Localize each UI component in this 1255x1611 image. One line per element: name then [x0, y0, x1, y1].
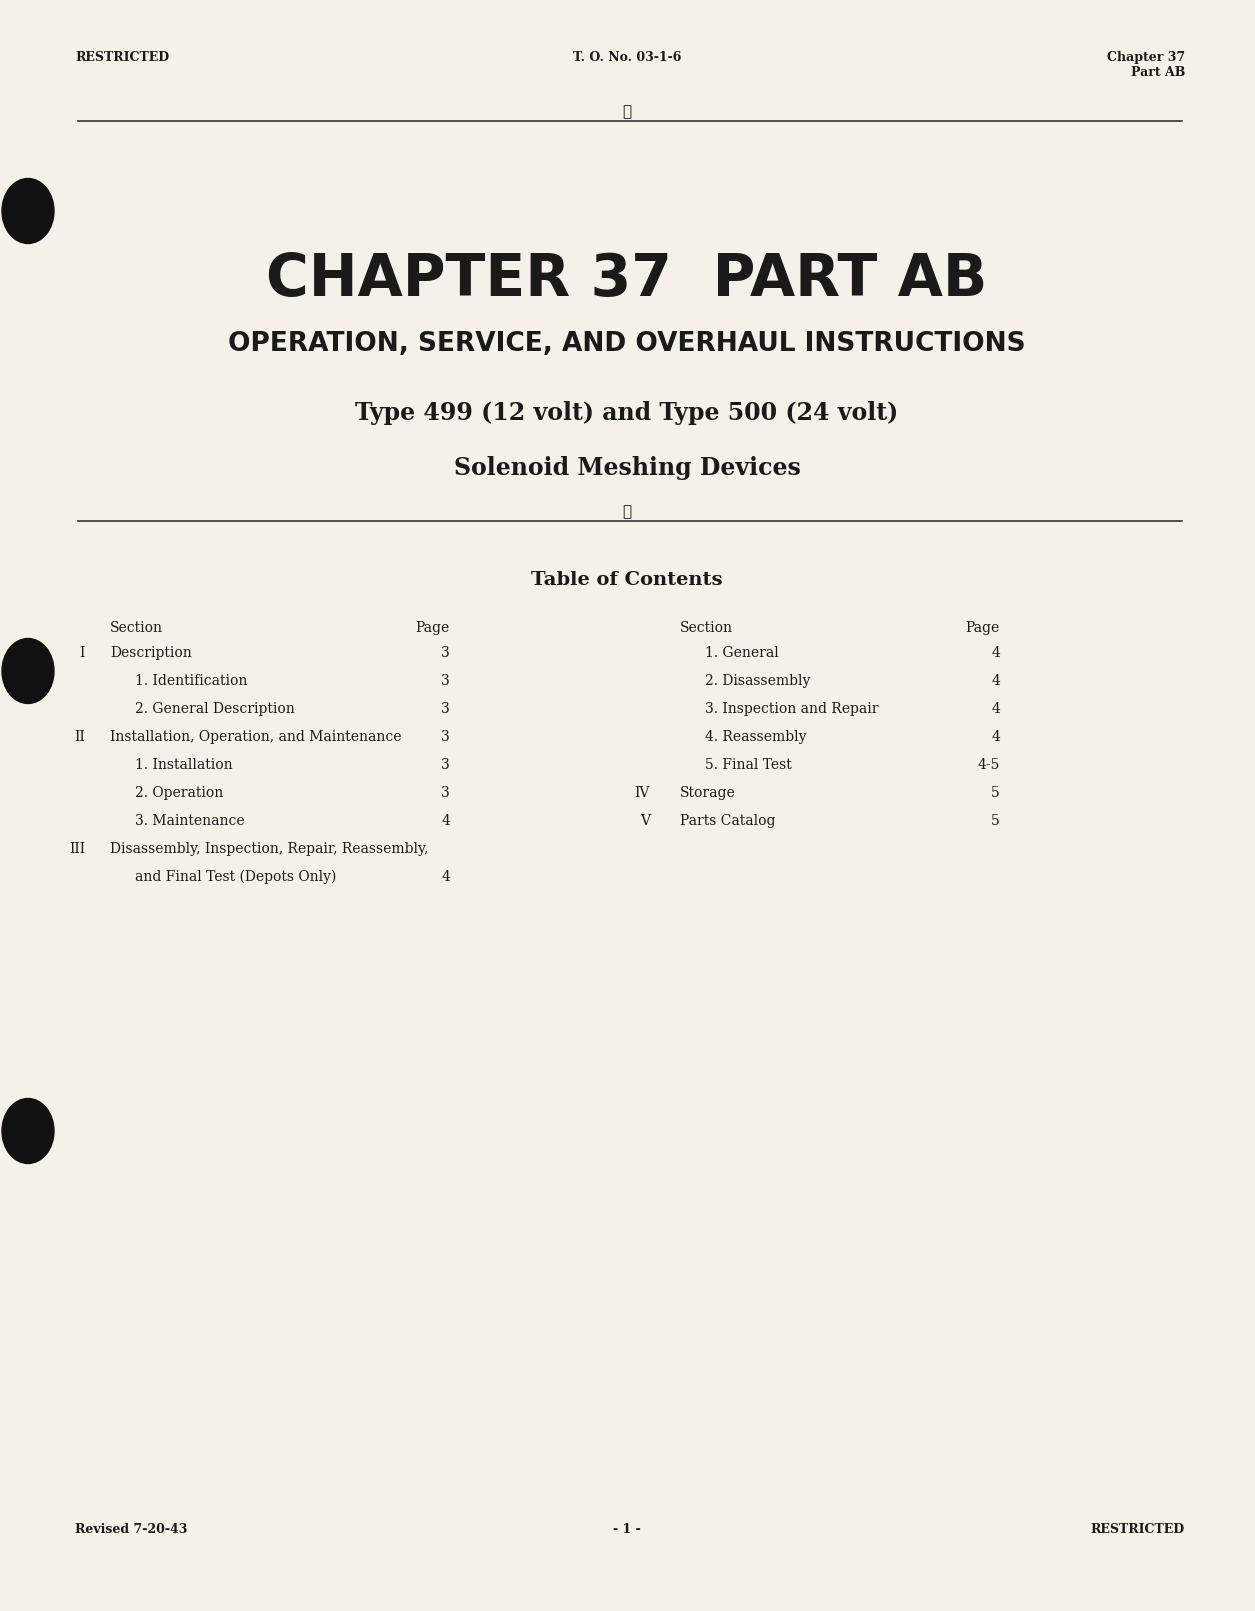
- Text: RESTRICTED: RESTRICTED: [75, 52, 169, 64]
- Text: 3. Inspection and Repair: 3. Inspection and Repair: [705, 702, 878, 715]
- Text: CHAPTER 37  PART AB: CHAPTER 37 PART AB: [266, 251, 988, 308]
- Text: Table of Contents: Table of Contents: [531, 570, 723, 590]
- Text: Disassembly, Inspection, Repair, Reassembly,: Disassembly, Inspection, Repair, Reassem…: [110, 843, 428, 855]
- Text: Part AB: Part AB: [1131, 66, 1185, 79]
- Ellipse shape: [3, 179, 54, 243]
- Text: Parts Catalog: Parts Catalog: [680, 814, 776, 828]
- Text: - 1 -: - 1 -: [614, 1522, 641, 1535]
- Text: 4-5: 4-5: [978, 759, 1000, 772]
- Text: Type 499 (12 volt) and Type 500 (24 volt): Type 499 (12 volt) and Type 500 (24 volt…: [355, 401, 899, 425]
- Text: 1. General: 1. General: [705, 646, 779, 661]
- Text: 3: 3: [442, 759, 451, 772]
- Text: T. O. No. 03-1-6: T. O. No. 03-1-6: [572, 52, 681, 64]
- Text: ★: ★: [622, 105, 631, 119]
- Text: 5. Final Test: 5. Final Test: [705, 759, 792, 772]
- Text: 5: 5: [991, 814, 1000, 828]
- Text: RESTRICTED: RESTRICTED: [1091, 1522, 1185, 1535]
- Text: 4: 4: [991, 730, 1000, 744]
- Text: Solenoid Meshing Devices: Solenoid Meshing Devices: [453, 456, 801, 480]
- Text: 3: 3: [442, 702, 451, 715]
- Text: 1. Installation: 1. Installation: [136, 759, 232, 772]
- Text: 4: 4: [441, 870, 451, 884]
- Text: 5: 5: [991, 786, 1000, 801]
- Text: 3: 3: [442, 673, 451, 688]
- Text: ★: ★: [622, 504, 631, 519]
- Text: Storage: Storage: [680, 786, 735, 801]
- Text: III: III: [69, 843, 85, 855]
- Text: 4: 4: [441, 814, 451, 828]
- Text: IV: IV: [635, 786, 650, 801]
- Text: 3: 3: [442, 786, 451, 801]
- Ellipse shape: [3, 638, 54, 704]
- Text: 2. Operation: 2. Operation: [136, 786, 223, 801]
- Text: 3: 3: [442, 646, 451, 661]
- Text: Page: Page: [415, 620, 451, 635]
- Text: II: II: [74, 730, 85, 744]
- Text: 2. General Description: 2. General Description: [136, 702, 295, 715]
- Text: 4: 4: [991, 702, 1000, 715]
- Text: Section: Section: [110, 620, 163, 635]
- Text: Description: Description: [110, 646, 192, 661]
- Ellipse shape: [3, 1099, 54, 1163]
- Text: OPERATION, SERVICE, AND OVERHAUL INSTRUCTIONS: OPERATION, SERVICE, AND OVERHAUL INSTRUC…: [228, 330, 1025, 358]
- Text: Page: Page: [966, 620, 1000, 635]
- Text: Revised 7-20-43: Revised 7-20-43: [75, 1522, 187, 1535]
- Text: 4. Reassembly: 4. Reassembly: [705, 730, 807, 744]
- Text: 3: 3: [442, 730, 451, 744]
- Text: V: V: [640, 814, 650, 828]
- Text: Section: Section: [680, 620, 733, 635]
- Text: Installation, Operation, and Maintenance: Installation, Operation, and Maintenance: [110, 730, 402, 744]
- Text: 2. Disassembly: 2. Disassembly: [705, 673, 811, 688]
- Text: 4: 4: [991, 646, 1000, 661]
- Text: 3. Maintenance: 3. Maintenance: [136, 814, 245, 828]
- Text: Chapter 37: Chapter 37: [1107, 52, 1185, 64]
- Text: I: I: [79, 646, 85, 661]
- Text: 1. Identification: 1. Identification: [136, 673, 247, 688]
- Text: 4: 4: [991, 673, 1000, 688]
- Text: and Final Test (Depots Only): and Final Test (Depots Only): [136, 870, 336, 884]
